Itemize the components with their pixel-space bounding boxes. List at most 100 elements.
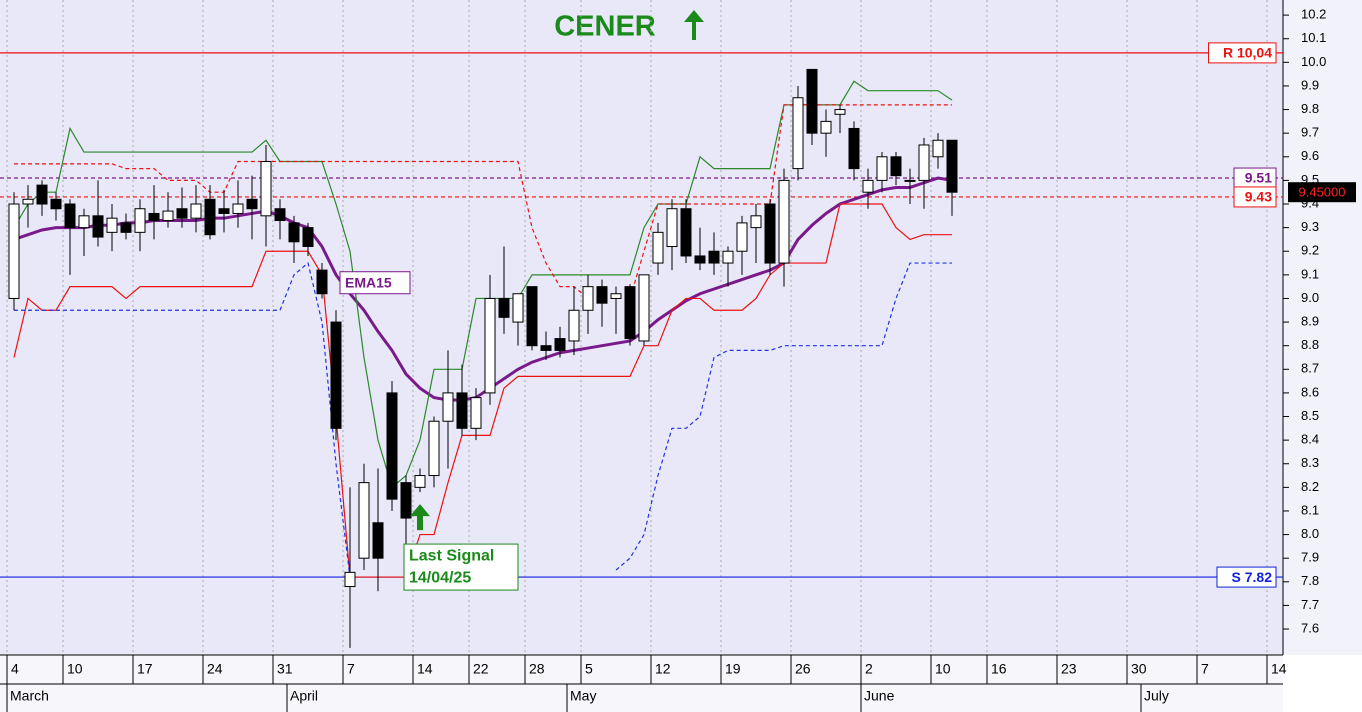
x-tick-label: 4 [11, 661, 19, 677]
y-tick-label: 8.0 [1301, 526, 1319, 541]
ema-label-box [339, 271, 411, 295]
candle-body [316, 269, 328, 295]
candle-body [512, 293, 524, 323]
x-tick-label: 14 [417, 661, 433, 677]
y-axis-area [1283, 0, 1362, 655]
candle-body [792, 97, 804, 170]
candle-body [946, 139, 958, 193]
y-tick-label: 9.7 [1301, 125, 1319, 140]
candle-body [666, 208, 678, 248]
candle-body [694, 255, 706, 264]
y-tick-label: 7.7 [1301, 597, 1319, 612]
candle-body [134, 208, 146, 233]
y-tick-label: 10.2 [1301, 7, 1326, 22]
y-tick-label: 8.9 [1301, 314, 1319, 329]
candle-body [764, 203, 776, 264]
candle-body [8, 203, 20, 299]
candle-body [596, 286, 608, 304]
candle-body [358, 482, 370, 559]
title-arrow [684, 10, 704, 40]
y-tick-label: 9.0 [1301, 290, 1319, 305]
x-tick-label: 7 [1201, 661, 1209, 677]
candle-body [834, 109, 846, 115]
level-label-box [1233, 186, 1277, 208]
month-label: June [864, 688, 895, 704]
candle-body [736, 222, 748, 252]
candle-body [190, 203, 202, 219]
y-tick-label: 9.4 [1301, 195, 1319, 210]
y-tick-label: 9.8 [1301, 101, 1319, 116]
y-tick-label: 8.1 [1301, 502, 1319, 517]
x-tick-label: 16 [991, 661, 1007, 677]
candle-body [330, 321, 342, 429]
candle-body [428, 420, 440, 477]
candle-body [78, 215, 90, 229]
candle-body [162, 210, 174, 222]
candle-body [750, 215, 762, 229]
candle-body [274, 208, 286, 222]
x-tick-label: 30 [1131, 661, 1147, 677]
level-label: S 7.82 [1232, 569, 1273, 585]
x-tick-label: 19 [725, 661, 741, 677]
candle-body [876, 156, 888, 181]
y-tick-label: 7.8 [1301, 573, 1319, 588]
y-tick-label: 10.1 [1301, 30, 1326, 45]
candle-body [400, 482, 412, 519]
y-tick-label: 8.4 [1301, 432, 1319, 447]
candle-body [120, 222, 132, 233]
candle-body [932, 139, 944, 158]
candle-body [526, 286, 538, 347]
candle-body [372, 522, 384, 559]
y-tick-label: 9.3 [1301, 219, 1319, 234]
x-tick-label: 10 [67, 661, 83, 677]
candle-body [470, 397, 482, 429]
y-tick-label: 9.9 [1301, 77, 1319, 92]
candle-body [176, 208, 188, 219]
x-tick-label: 12 [655, 661, 671, 677]
candle-body [680, 208, 692, 257]
y-tick-label: 7.6 [1301, 620, 1319, 635]
candle-body [568, 309, 580, 342]
candle-body [218, 208, 230, 214]
y-tick-label: 10.0 [1301, 54, 1326, 69]
candle-body [106, 217, 118, 233]
candle-body [862, 179, 874, 193]
level-label: 9.51 [1245, 170, 1272, 186]
signal-label: Last Signal [409, 547, 494, 564]
x-tick-label: 22 [473, 661, 489, 677]
chart-title: CENER [554, 11, 656, 43]
candle-body [582, 286, 594, 311]
month-label: July [1144, 688, 1169, 704]
candle-body [806, 68, 818, 134]
y-tick-label: 9.2 [1301, 243, 1319, 258]
x-tick-label: 23 [1061, 661, 1077, 677]
candle-body [498, 297, 510, 318]
candle-body [64, 203, 76, 229]
candle-body [722, 250, 734, 264]
candle-body [918, 144, 930, 181]
candle-body [260, 161, 272, 217]
signal-label: 14/04/25 [409, 569, 471, 586]
candle-body [302, 227, 314, 248]
candle-body [456, 392, 468, 429]
ema-label: EMA15 [345, 274, 392, 290]
y-tick-label: 8.3 [1301, 455, 1319, 470]
level-label: R 10,04 [1223, 45, 1272, 61]
y-tick-label: 9.1 [1301, 266, 1319, 281]
signal-arrow [410, 504, 430, 531]
x-tick-label: 26 [795, 661, 811, 677]
x-tick-label: 17 [137, 661, 153, 677]
candle-body [554, 338, 566, 351]
y-tick-label: 8.5 [1301, 408, 1319, 423]
candle-body [386, 392, 398, 500]
candle-body [232, 203, 244, 214]
level-label: 9.43 [1245, 189, 1272, 205]
y-tick-label: 9.6 [1301, 148, 1319, 163]
candle-body [204, 198, 216, 236]
x-tick-label: 2 [865, 661, 873, 677]
candle-body [442, 392, 454, 422]
candle-body [848, 127, 860, 170]
candle-body [904, 179, 916, 182]
candle-body [148, 212, 160, 222]
candle-body [414, 475, 426, 488]
